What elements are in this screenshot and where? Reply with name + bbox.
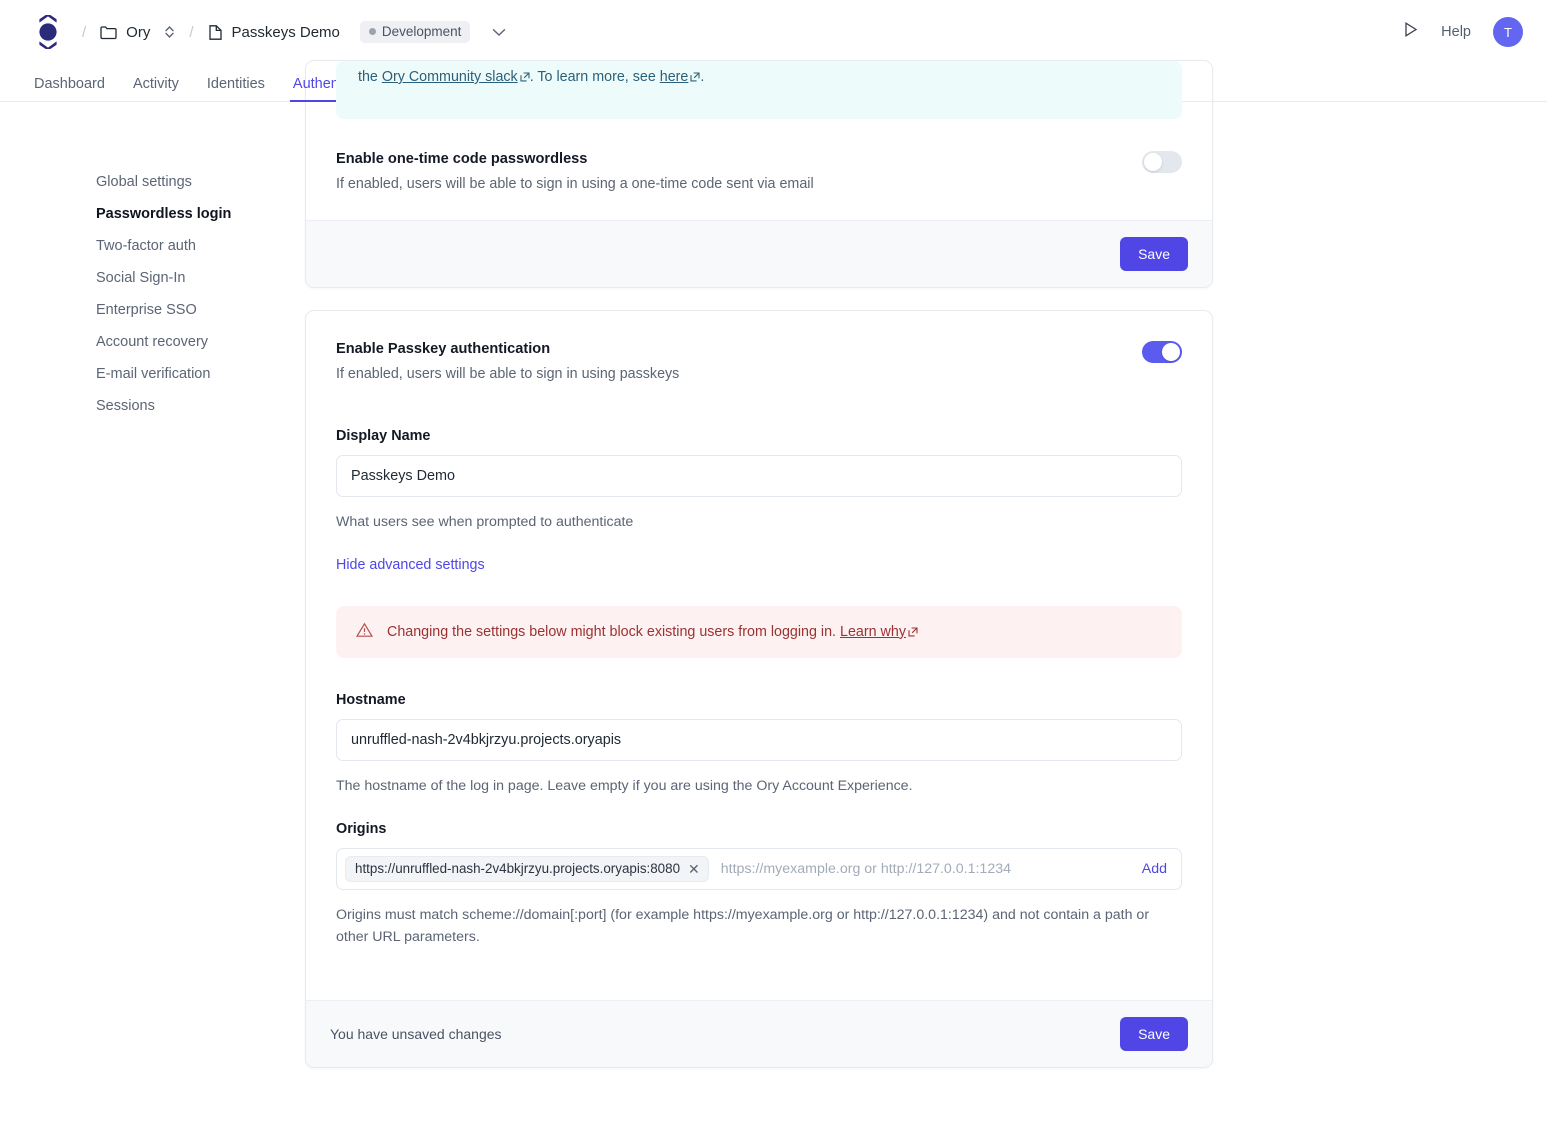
- passkey-authentication-card: Enable Passkey authentication If enabled…: [305, 310, 1213, 1068]
- preview-feature-banner: This is a preview feature. Please report…: [336, 61, 1182, 119]
- passkey-title: Enable Passkey authentication: [336, 341, 551, 357]
- up-down-chevron-icon[interactable]: [164, 25, 175, 39]
- preview-banner-text-4: . To learn more, see: [529, 69, 660, 85]
- tab-activity[interactable]: Activity: [132, 76, 179, 92]
- one-time-code-toggle[interactable]: [1142, 151, 1182, 173]
- tab-dashboard[interactable]: Dashboard: [34, 76, 105, 92]
- display-name-label: Display Name: [336, 428, 431, 444]
- breadcrumb-project[interactable]: Passkeys Demo Development: [208, 21, 507, 43]
- organization-name: Ory: [126, 23, 151, 41]
- one-time-code-card-footer: Save: [306, 220, 1212, 287]
- external-link-icon: [690, 65, 700, 91]
- preview-banner-text-5: .: [700, 69, 705, 85]
- breadcrumb-organization[interactable]: Ory: [100, 24, 175, 41]
- origins-placeholder[interactable]: https://myexample.org or http://127.0.0.…: [720, 861, 1011, 877]
- save-button[interactable]: Save: [1120, 1017, 1188, 1051]
- sidebar-item-account-recovery[interactable]: Account recovery: [96, 334, 209, 350]
- breadcrumb-separator-2: /: [189, 23, 194, 41]
- document-icon: [208, 24, 223, 41]
- block-users-warning-banner: Changing the settings below might block …: [336, 606, 1182, 658]
- close-icon[interactable]: ✕: [688, 860, 700, 877]
- avatar[interactable]: T: [1493, 17, 1523, 47]
- passkey-card-footer: You have unsaved changes Save: [306, 1000, 1212, 1067]
- one-time-code-setting-row: Enable one-time code passwordless If ena…: [336, 119, 1182, 220]
- project-name: Passkeys Demo: [231, 23, 340, 41]
- sidebar-item-enterprise-sso[interactable]: Enterprise SSO: [96, 302, 197, 318]
- environment-label: Development: [381, 24, 462, 39]
- sidebar-item-passwordless-login[interactable]: Passwordless login: [96, 206, 232, 222]
- sidebar-item-sessions[interactable]: Sessions: [96, 398, 155, 414]
- hostname-field-group: Hostname The hostname of the log in page…: [336, 692, 1182, 797]
- sidebar-item-email-verification[interactable]: E-mail verification: [96, 366, 211, 382]
- hostname-helper: The hostname of the log in page. Leave e…: [336, 778, 913, 794]
- origin-chip-label: https://unruffled-nash-2v4bkjrzyu.projec…: [355, 861, 681, 876]
- display-name-helper: What users see when prompted to authenti…: [336, 514, 634, 530]
- origins-helper: Origins must match scheme://domain[:port…: [336, 907, 1150, 945]
- origins-field-group: Origins https://unruffled-nash-2v4bkjrzy…: [336, 821, 1182, 948]
- warning-text: Changing the settings below might block …: [387, 623, 837, 640]
- page-body: Global settings Passwordless login Two-f…: [0, 60, 1547, 1068]
- sidebar-item-social-sign-in[interactable]: Social Sign-In: [96, 270, 186, 286]
- passkey-description: If enabled, users will be able to sign i…: [336, 366, 680, 382]
- external-link-icon: [943, 61, 953, 64]
- tab-identities[interactable]: Identities: [206, 76, 265, 92]
- origins-input-container[interactable]: https://unruffled-nash-2v4bkjrzyu.projec…: [336, 848, 1182, 890]
- toggle-knob: [1162, 343, 1180, 361]
- folder-icon: [100, 25, 117, 40]
- save-button[interactable]: Save: [1120, 237, 1188, 271]
- origins-label: Origins: [336, 821, 387, 837]
- toggle-advanced-settings-link[interactable]: Hide advanced settings: [336, 557, 485, 573]
- origin-chip[interactable]: https://unruffled-nash-2v4bkjrzyu.projec…: [345, 856, 709, 882]
- settings-sidebar: Global settings Passwordless login Two-f…: [0, 102, 305, 1068]
- topbar: / Ory / Passkeys Demo Development Help T: [0, 0, 1547, 64]
- topbar-actions: Help T: [1402, 17, 1523, 47]
- display-name-input[interactable]: [336, 455, 1182, 497]
- one-time-code-card: This is a preview feature. Please report…: [305, 60, 1213, 288]
- add-origin-button[interactable]: Add: [1141, 861, 1167, 877]
- display-name-field-group: Display Name What users see when prompte…: [336, 428, 1182, 533]
- sidebar-item-global-settings[interactable]: Global settings: [96, 174, 192, 190]
- sidebar-item-two-factor-auth[interactable]: Two-factor auth: [96, 238, 196, 254]
- learn-why-link[interactable]: Learn why: [840, 623, 906, 640]
- external-link-icon: [520, 65, 530, 91]
- main-content: This is a preview feature. Please report…: [305, 60, 1547, 1068]
- warning-triangle-icon: [355, 622, 374, 642]
- passkey-setting-row: Enable Passkey authentication If enabled…: [336, 311, 1182, 388]
- passkey-toggle[interactable]: [1142, 341, 1182, 363]
- chevron-down-icon[interactable]: [492, 28, 506, 37]
- one-time-code-title: Enable one-time code passwordless: [336, 151, 588, 167]
- hostname-input[interactable]: [336, 719, 1182, 761]
- learn-more-here-link[interactable]: here: [659, 69, 689, 85]
- help-link[interactable]: Help: [1441, 24, 1471, 40]
- ory-community-slack-link[interactable]: Ory Community slack: [381, 69, 518, 85]
- preview-banner-text-3: the: [358, 69, 382, 85]
- external-link-icon: [908, 625, 918, 641]
- status-badge[interactable]: Development: [359, 21, 471, 43]
- unsaved-changes-message: You have unsaved changes: [330, 1026, 502, 1042]
- ory-logo-icon[interactable]: [28, 12, 68, 52]
- toggle-knob: [1144, 153, 1162, 171]
- play-triangle-icon[interactable]: [1402, 21, 1419, 43]
- one-time-code-description: If enabled, users will be able to sign i…: [336, 176, 814, 192]
- breadcrumb-separator-1: /: [82, 23, 87, 41]
- environment-dot-icon: [368, 28, 376, 35]
- hostname-label: Hostname: [336, 692, 406, 708]
